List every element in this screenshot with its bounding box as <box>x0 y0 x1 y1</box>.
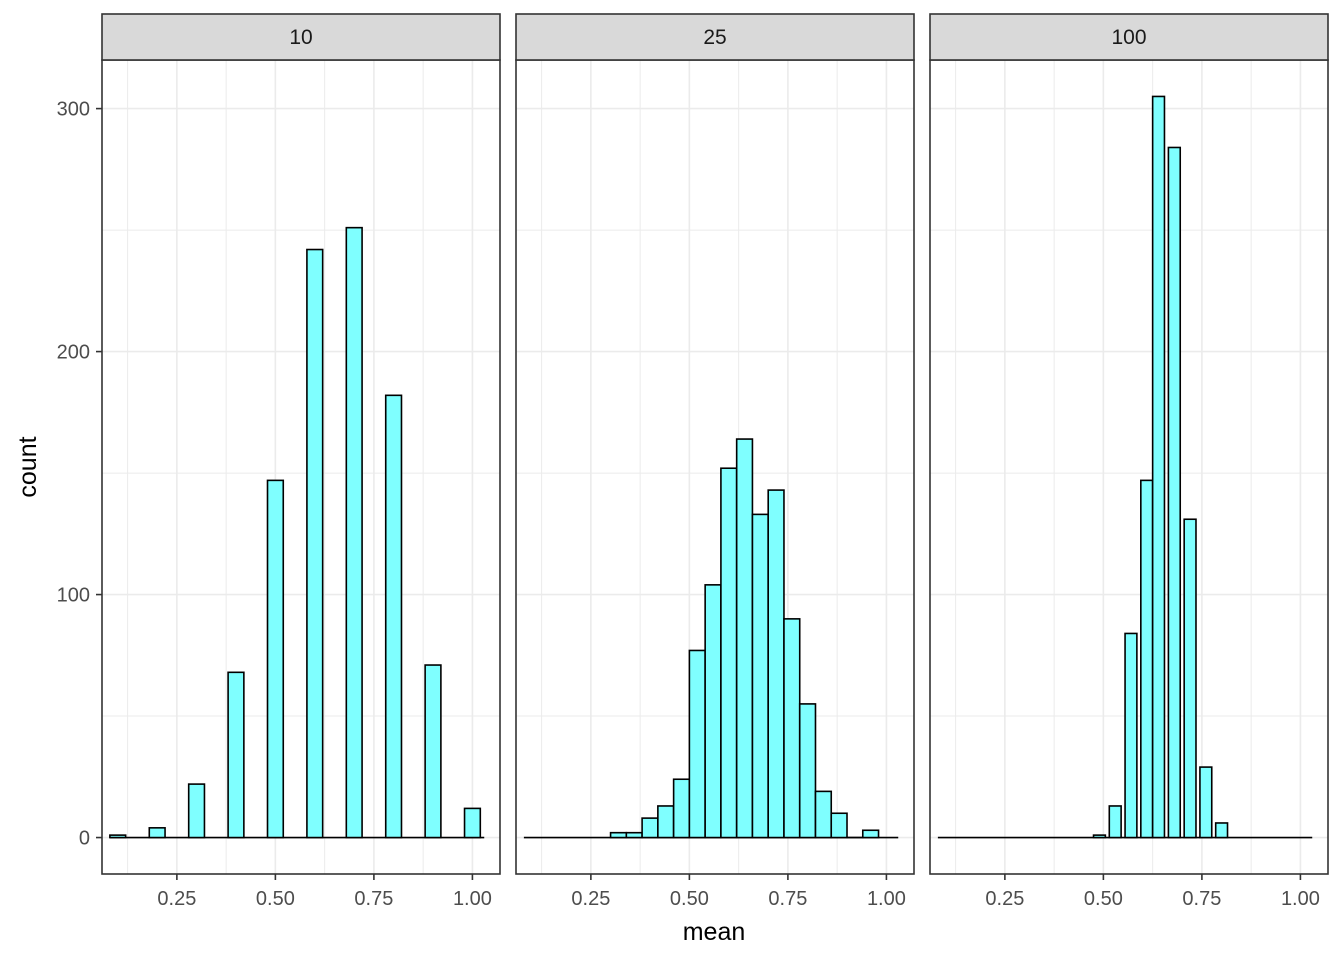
facet-strip <box>515 13 915 61</box>
x-tick-label: 1.00 <box>453 888 492 910</box>
histogram-bar <box>1167 146 1182 839</box>
histogram-bar <box>657 805 675 839</box>
histogram-bar <box>625 831 643 839</box>
histogram-bar <box>783 618 801 839</box>
histogram-bar <box>751 513 769 839</box>
x-axis-title: mean <box>683 918 746 946</box>
histogram-bar <box>1199 766 1213 839</box>
y-tick-label: 300 <box>57 99 90 121</box>
y-tick-label: 0 <box>79 828 90 850</box>
x-tick-label: 1.00 <box>1281 888 1320 910</box>
histogram-bar <box>1140 479 1154 839</box>
panel-10: 10 0.25 0.50 0.75 1.00 <box>101 13 501 910</box>
histogram-bar <box>735 438 754 839</box>
histogram-bar <box>814 790 833 839</box>
histogram-bar <box>1124 632 1138 839</box>
bars <box>109 226 485 839</box>
facet-strip <box>101 13 501 61</box>
histogram-bar <box>641 817 659 839</box>
histogram-bar <box>609 831 628 839</box>
facet-strip-label: 100 <box>1111 26 1146 49</box>
histogram-bar <box>1183 518 1197 839</box>
x-tick-label: 0.25 <box>571 888 610 910</box>
histogram-bar <box>227 671 245 839</box>
histogram-bar <box>767 489 785 839</box>
histogram-bar <box>109 834 127 839</box>
facet-strip <box>929 13 1329 61</box>
x-tick-label: 1.00 <box>867 888 906 910</box>
histogram-bar <box>1214 822 1229 839</box>
histogram-bar <box>187 783 206 839</box>
histogram-bar <box>1092 834 1107 839</box>
histogram-bar <box>148 827 166 839</box>
histogram-bar <box>266 479 285 839</box>
histogram-bar <box>463 807 482 839</box>
histogram-bar <box>830 812 848 839</box>
bars <box>523 438 899 839</box>
y-axis-title: count <box>14 436 42 497</box>
histogram-bar <box>798 703 817 839</box>
histogram-bar <box>306 248 324 839</box>
x-tick-label: 0.25 <box>157 888 196 910</box>
facet-strip-label: 10 <box>289 26 312 49</box>
histogram-bar <box>861 829 880 839</box>
bars <box>937 95 1313 839</box>
histogram-bar <box>384 394 403 839</box>
histogram-bar <box>1151 95 1166 839</box>
x-tick-label: 0.75 <box>354 888 393 910</box>
histogram-bar <box>720 467 738 839</box>
panel-100: 100 0.25 0.50 0.75 1.00 <box>929 13 1329 910</box>
histogram-bar <box>672 778 691 839</box>
x-tick-label: 0.50 <box>256 888 295 910</box>
panels-layer: 10 0.25 0.50 0.75 1.00 25 0.25 0.50 0.75 1.00 100 0… <box>101 13 1329 910</box>
x-tick-label: 0.75 <box>768 888 807 910</box>
y-tick-label: 200 <box>57 342 90 364</box>
y-axis: 0 100 200 300 <box>57 99 102 850</box>
histogram-bar <box>688 649 706 839</box>
x-tick-label: 0.25 <box>985 888 1024 910</box>
histogram-bar <box>704 584 722 839</box>
x-tick-label: 0.50 <box>1084 888 1123 910</box>
panel-25: 25 0.25 0.50 0.75 1.00 <box>515 13 915 910</box>
histogram-bar <box>424 664 442 839</box>
x-tick-label: 0.50 <box>670 888 709 910</box>
y-tick-label: 100 <box>57 585 90 607</box>
facet-strip-label: 25 <box>703 26 726 49</box>
histogram-bar <box>345 226 363 839</box>
histogram-bar <box>1108 805 1122 839</box>
x-tick-label: 0.75 <box>1182 888 1221 910</box>
